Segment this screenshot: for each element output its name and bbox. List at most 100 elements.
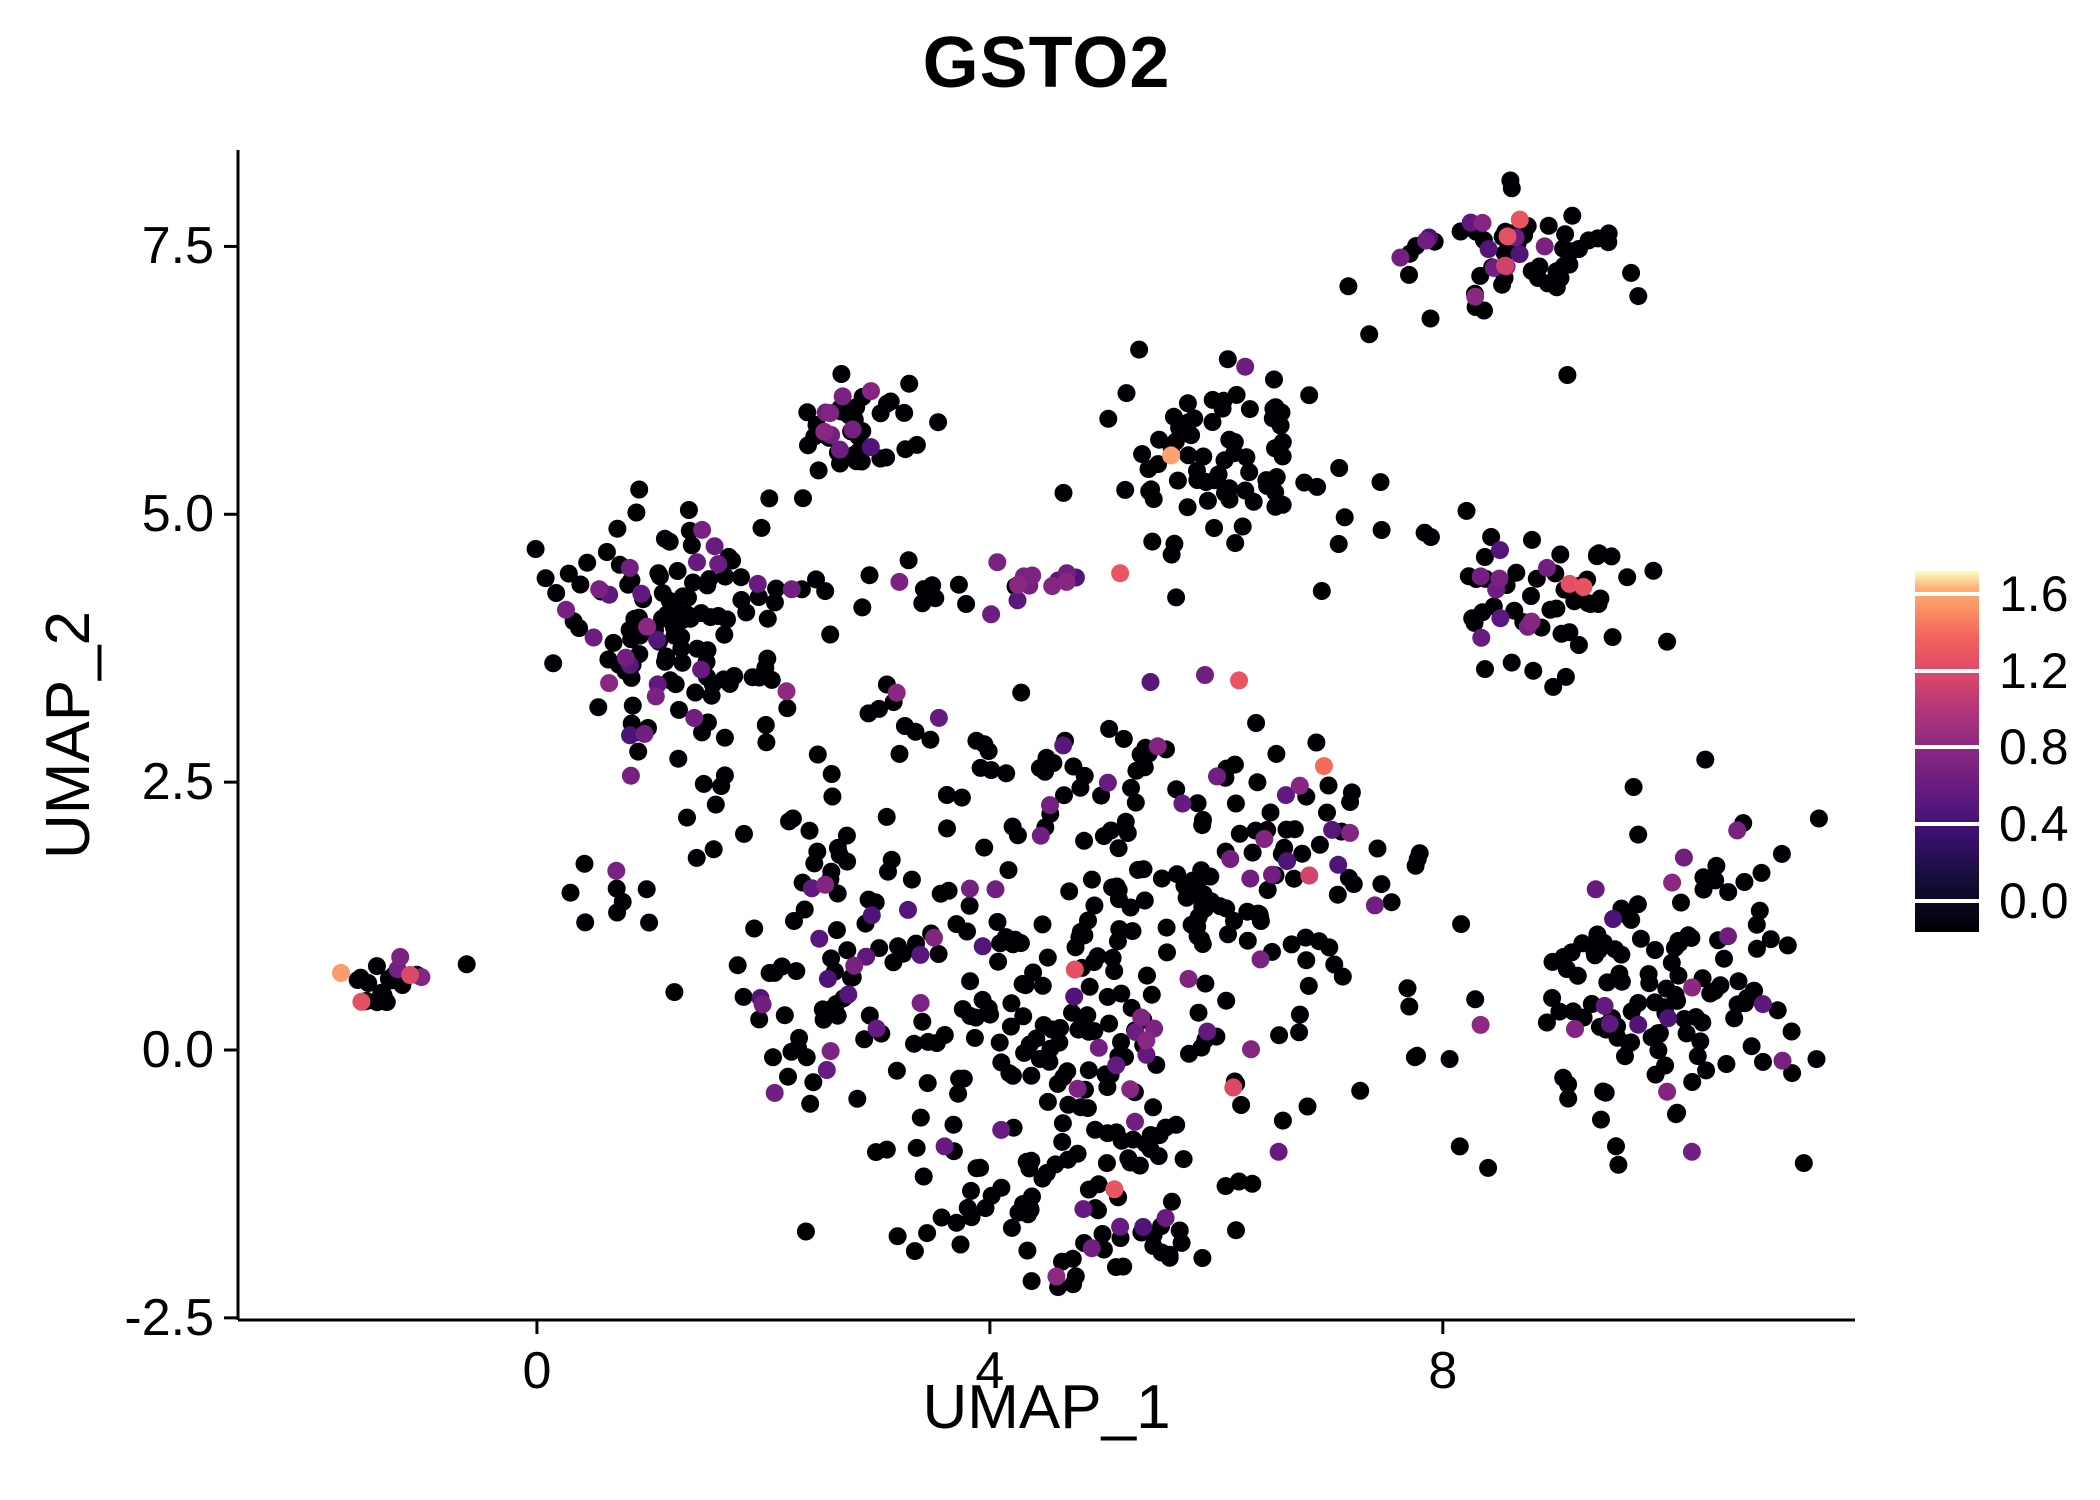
colorbar-gradient: [1915, 571, 1979, 932]
data-point: [678, 808, 696, 827]
data-point: [798, 403, 817, 422]
data-point: [794, 489, 812, 508]
data-point: [1112, 984, 1131, 1003]
data-point: [1193, 1249, 1212, 1267]
data-point: [899, 551, 918, 570]
data-point: [1558, 366, 1577, 384]
data-point: [1622, 263, 1641, 282]
data-point: [1307, 733, 1326, 752]
data-point: [1238, 931, 1257, 950]
data-point: [1054, 483, 1073, 502]
data-point: [1290, 1023, 1309, 1042]
data-point: [685, 709, 704, 727]
data-point: [1152, 869, 1171, 888]
data-point: [911, 1108, 930, 1127]
colorbar-tick-label: 0.4: [1999, 796, 2069, 853]
x-axis-title: UMAP_1: [922, 1373, 1171, 1442]
data-point: [1237, 448, 1256, 467]
data-point: [1149, 1147, 1168, 1166]
data-point: [1314, 757, 1333, 776]
data-point: [914, 1167, 933, 1186]
data-point: [767, 579, 786, 598]
data-point: [1273, 1111, 1292, 1130]
data-point: [992, 1120, 1011, 1139]
data-point: [1482, 528, 1501, 546]
data-point: [1688, 1047, 1707, 1066]
data-point: [1522, 587, 1540, 605]
data-point: [1667, 1105, 1685, 1124]
data-point: [1276, 786, 1295, 805]
data-point: [1566, 1020, 1584, 1038]
data-point: [1607, 1137, 1625, 1156]
data-point: [750, 1010, 769, 1029]
data-point: [1107, 1258, 1125, 1277]
data-point: [1122, 778, 1140, 797]
colorbar-tick: [1915, 822, 1979, 827]
data-point: [1574, 578, 1593, 596]
data-point: [1493, 275, 1512, 294]
data-point: [648, 630, 667, 649]
data-point: [1297, 951, 1316, 970]
data-point: [1226, 534, 1245, 553]
data-point: [1476, 660, 1494, 679]
data-point: [1240, 463, 1259, 482]
data-point: [1329, 855, 1348, 874]
data-point: [1371, 473, 1390, 492]
data-point: [1778, 936, 1797, 955]
data-point: [1400, 997, 1419, 1016]
data-point: [1600, 1014, 1619, 1033]
data-point: [1794, 1154, 1813, 1173]
data-point: [1629, 1015, 1648, 1034]
data-point: [832, 365, 851, 383]
data-point: [1038, 948, 1057, 967]
data-point: [1466, 990, 1485, 1009]
data-point: [457, 955, 476, 974]
data-point: [1002, 994, 1021, 1013]
data-point: [1174, 1150, 1193, 1169]
data-point: [1053, 1114, 1072, 1133]
data-point: [1595, 996, 1614, 1015]
data-point: [679, 501, 698, 519]
data-point: [1008, 826, 1027, 845]
data-point: [1510, 210, 1529, 229]
data-point: [862, 382, 880, 401]
data-point: [1043, 577, 1062, 596]
data-point: [1768, 1001, 1787, 1020]
data-point: [1198, 1022, 1217, 1041]
data-point: [1013, 975, 1032, 993]
data-point: [1559, 1089, 1578, 1108]
data-point: [905, 1034, 923, 1053]
data-point: [1102, 821, 1120, 840]
data-point: [706, 795, 725, 814]
data-point: [712, 777, 731, 796]
data-point: [1663, 873, 1682, 892]
data-point: [1123, 922, 1142, 941]
data-point: [1473, 213, 1492, 232]
data-point: [1543, 952, 1562, 971]
data-point: [1683, 1073, 1702, 1091]
data-point: [693, 723, 711, 742]
data-point: [1188, 461, 1206, 480]
data-point: [817, 1061, 836, 1079]
data-point: [688, 639, 707, 658]
data-point: [1591, 589, 1610, 608]
data-point: [1058, 1150, 1077, 1169]
data-point: [737, 603, 756, 622]
data-point: [1135, 891, 1154, 910]
data-point: [401, 966, 420, 984]
data-point: [547, 584, 566, 602]
data-point: [890, 572, 909, 591]
data-point: [653, 584, 672, 603]
data-point: [877, 1140, 896, 1159]
data-point: [953, 1000, 972, 1019]
data-point: [816, 582, 835, 601]
data-point: [960, 896, 979, 915]
data-point: [715, 625, 734, 644]
data-point: [992, 1053, 1011, 1072]
data-point: [348, 971, 367, 989]
data-point: [777, 682, 796, 701]
data-point: [578, 553, 597, 572]
data-point: [859, 890, 878, 909]
data-point: [1243, 843, 1262, 862]
